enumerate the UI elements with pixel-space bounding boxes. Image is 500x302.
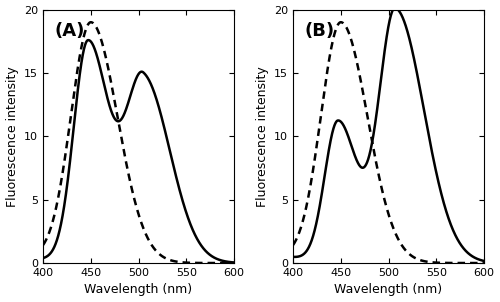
Y-axis label: Fluorescence intensity: Fluorescence intensity	[256, 66, 268, 207]
Text: (B): (B)	[304, 22, 334, 40]
X-axis label: Wavelength (nm): Wavelength (nm)	[334, 284, 442, 297]
Text: (A): (A)	[54, 22, 85, 40]
X-axis label: Wavelength (nm): Wavelength (nm)	[84, 284, 192, 297]
Y-axis label: Fluorescence intensity: Fluorescence intensity	[6, 66, 18, 207]
